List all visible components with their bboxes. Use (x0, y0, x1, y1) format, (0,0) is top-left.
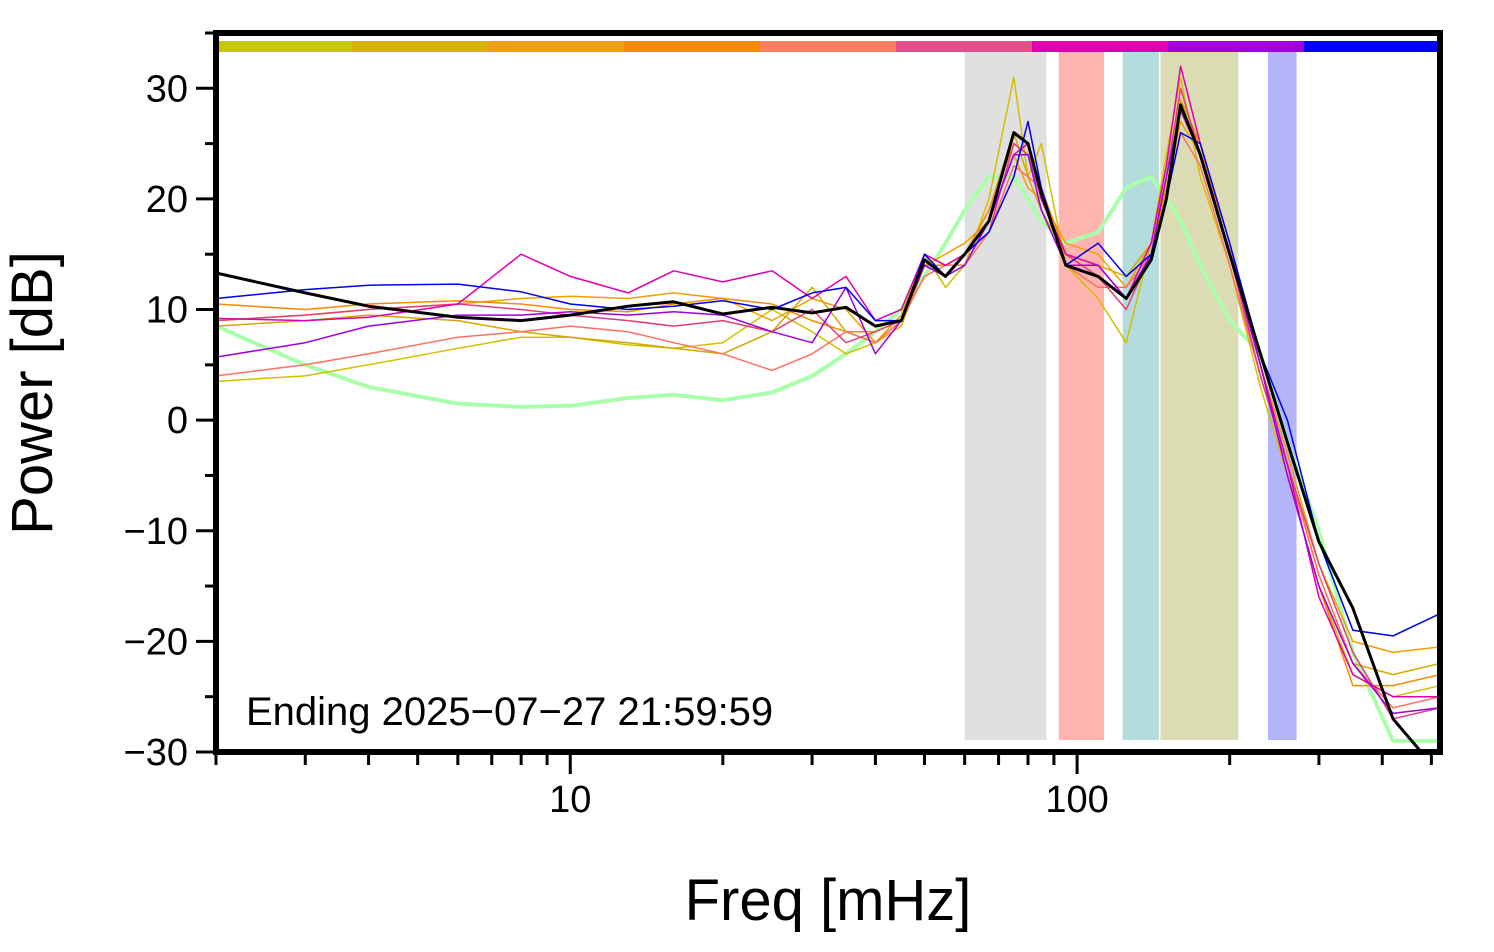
series-line (216, 76, 1440, 698)
x-axis-title: Freq [mHz] (685, 868, 972, 933)
time-bar-segment (352, 41, 488, 52)
plot-frame (213, 30, 1443, 755)
time-bar-segment (216, 41, 352, 52)
time-bar-segment (1032, 41, 1168, 52)
band (1058, 52, 1105, 740)
series-line (216, 109, 1440, 687)
time-bar-segment (760, 41, 896, 52)
series-line (216, 174, 1440, 743)
annotation: Ending 2025−07−27 21:59:59 (246, 690, 773, 734)
y-tick-label: 0 (167, 400, 188, 442)
series-line (216, 131, 1440, 709)
series-line (216, 109, 1440, 715)
series-line (216, 120, 1440, 637)
lines (216, 65, 1440, 752)
time-bar-segment (624, 41, 760, 52)
time-bar-segment (488, 41, 624, 52)
y-axis-title: Power [dB] (0, 251, 65, 535)
x-tick-label: 100 (1045, 779, 1108, 821)
y-tick-label: −10 (124, 511, 188, 553)
series-line (216, 120, 1440, 654)
y-tick-label: 30 (146, 68, 188, 110)
axes: −30 −20 −10 0 10 20 30 10 100 (124, 30, 1443, 821)
y-tick-label: 10 (146, 290, 188, 332)
series-line (216, 103, 1424, 752)
series-line (216, 87, 1440, 720)
time-bar-segment (896, 41, 1032, 52)
x-tick-label: 10 (549, 779, 591, 821)
time-bar-segment (1168, 41, 1304, 52)
band (1122, 52, 1159, 740)
y-tick-label: 20 (146, 179, 188, 221)
series-line (216, 98, 1440, 676)
y-tick-label: −20 (124, 621, 188, 663)
time-bar-segment (1304, 41, 1440, 52)
y-tick-label: −30 (124, 732, 188, 774)
series-line (216, 65, 1440, 698)
